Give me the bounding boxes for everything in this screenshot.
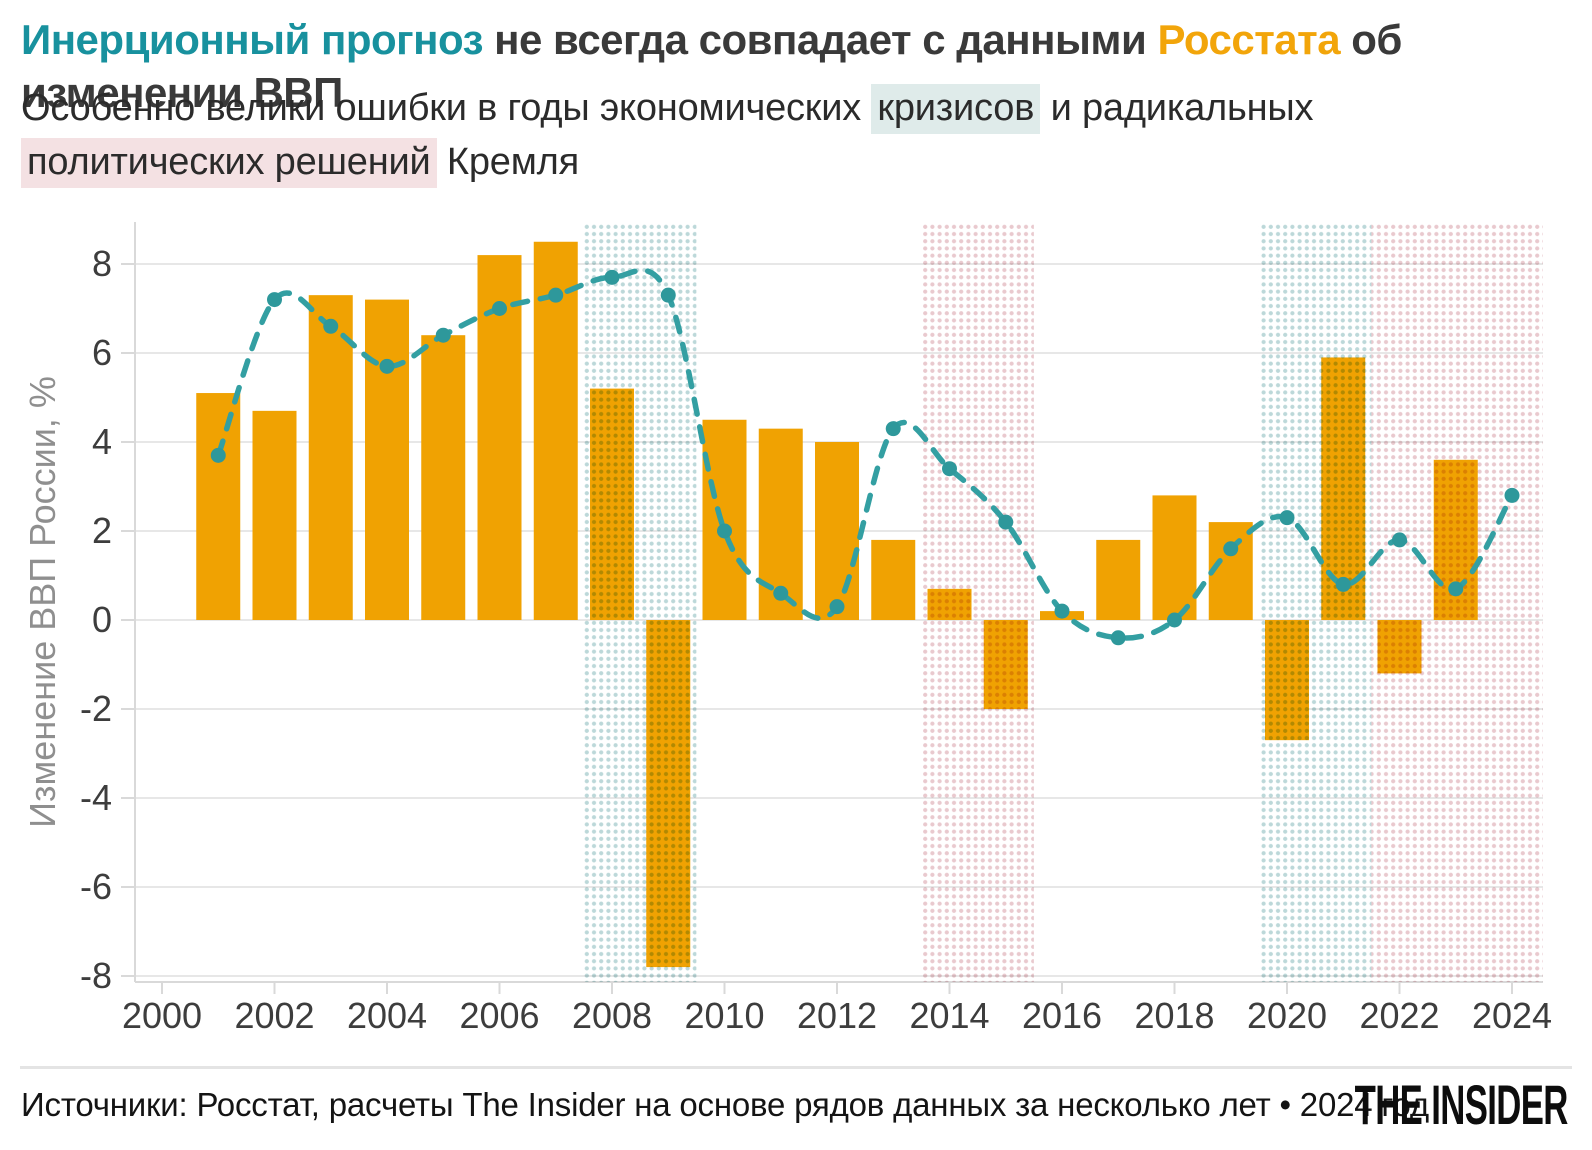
ytick-label: -2 (80, 688, 112, 729)
bar-2013 (871, 539, 916, 620)
page-subtitle: Особенно велики ошибки в годы экономичес… (21, 82, 1521, 190)
xtick-label: 2014 (909, 995, 989, 1036)
forecast-point-2023 (1448, 581, 1464, 597)
bar-2010 (702, 419, 747, 620)
subtitle-highlight-crises: кризисов (871, 84, 1041, 134)
title-text-a: не всегда совпадает с данными (482, 16, 1158, 63)
xtick-label: 2006 (459, 995, 539, 1036)
source-note: Источники: Росстат, расчеты The Insider … (21, 1086, 1429, 1123)
subtitle-text-a: Особенно велики ошибки в годы экономичес… (21, 87, 872, 129)
ytick-label: 2 (92, 510, 112, 551)
forecast-point-2016 (1054, 603, 1070, 619)
the-insider-logo: THE INSIDER (1354, 1073, 1569, 1136)
forecast-point-2014 (942, 461, 957, 477)
forecast-point-2001 (210, 447, 226, 463)
ytick-label: 6 (92, 332, 112, 373)
ytick-label: -4 (80, 777, 112, 818)
xtick-label: 2024 (1472, 995, 1552, 1036)
forecast-point-2018 (1167, 612, 1182, 628)
bar-2012 (815, 442, 859, 620)
bar-2001 (196, 393, 241, 620)
bar-2018 (1152, 495, 1197, 620)
forecast-point-2021 (1335, 576, 1351, 592)
ytick-label: 0 (92, 599, 112, 640)
forecast-point-2007 (548, 287, 564, 303)
xtick-label: 2008 (572, 995, 652, 1036)
ytick-label: -8 (80, 955, 112, 996)
title-text-b: об изменении ВВП (21, 16, 1402, 116)
forecast-point-2011 (773, 585, 789, 601)
bar-2007 (533, 241, 578, 620)
xtick-label: 2002 (234, 995, 314, 1036)
footer-divider (20, 1066, 1572, 1069)
bar-2005 (421, 335, 466, 620)
bar-2004 (365, 299, 409, 620)
xtick-label: 2018 (1134, 995, 1214, 1036)
xtick-label: 2010 (684, 995, 764, 1036)
forecast-point-2020 (1279, 510, 1295, 526)
bar-2019 (1208, 522, 1253, 620)
forecast-point-2013 (885, 421, 901, 437)
ytick-label: -6 (80, 866, 112, 907)
forecast-point-2005 (435, 327, 451, 343)
forecast-point-2003 (323, 318, 339, 334)
ytick-label: 4 (92, 421, 112, 462)
ytick-label: 8 (92, 243, 112, 284)
bar-2003 (308, 295, 353, 620)
zone-crisis-0 (583, 222, 697, 982)
xtick-label: 2012 (797, 995, 877, 1036)
title-accent-forecast: Инерционный прогноз (21, 16, 483, 63)
forecast-point-2010 (717, 523, 732, 539)
zone-crisis-2 (1258, 222, 1372, 982)
forecast-point-2019 (1223, 541, 1239, 557)
zone-policy-1 (921, 222, 1034, 982)
bar-2002 (252, 410, 297, 620)
zone-policy-3 (1371, 222, 1543, 982)
xtick-label: 2022 (1359, 995, 1439, 1036)
forecast-point-2009 (660, 287, 676, 303)
y-axis-title: Изменение ВВП России, % (22, 376, 63, 828)
page-title: Инерционный прогноз не всегда совпадает … (21, 14, 1571, 119)
xtick-label: 2020 (1247, 995, 1327, 1036)
subtitle-text-c: Кремля (436, 140, 580, 183)
forecast-point-2022 (1392, 532, 1407, 548)
forecast-point-2015 (998, 514, 1014, 530)
subtitle-highlight-political: политических решений (21, 137, 437, 188)
forecast-point-2008 (604, 269, 620, 285)
xtick-label: 2004 (347, 995, 427, 1036)
title-accent-rosstat: Росстата (1157, 16, 1341, 63)
forecast-point-2012 (829, 599, 845, 615)
subtitle-text-b: и радикальных (1040, 87, 1314, 129)
forecast-point-2002 (267, 292, 282, 308)
bar-2017 (1096, 539, 1141, 620)
forecast-point-2006 (492, 301, 507, 316)
forecast-point-2024 (1504, 487, 1520, 503)
forecast-point-2004 (379, 358, 395, 374)
xtick-label: 2016 (1022, 995, 1102, 1036)
xtick-label: 2000 (122, 995, 202, 1036)
forecast-point-2017 (1110, 630, 1126, 646)
